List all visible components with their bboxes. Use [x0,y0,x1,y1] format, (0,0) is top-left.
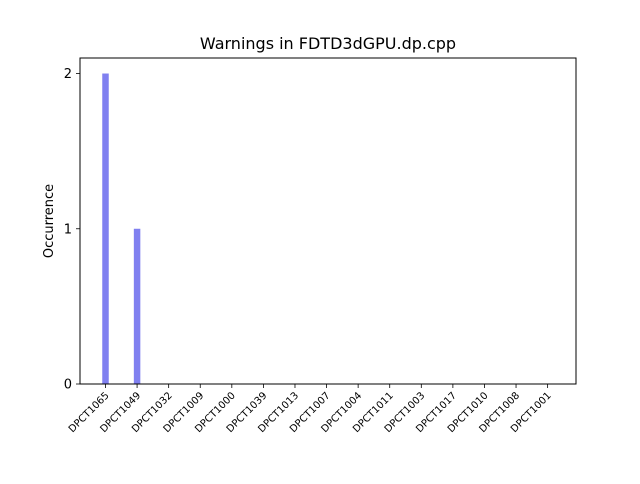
x-axis-ticks: DPCT1065DPCT1049DPCT1032DPCT1009DPCT1000… [67,384,554,435]
y-tick-label: 2 [64,67,72,82]
y-tick-label: 1 [64,222,72,237]
bar-dpct1065 [102,73,109,385]
y-axis-label: Occurrence [42,184,57,258]
chart-title: Warnings in FDTD3dGPU.dp.cpp [200,34,456,53]
plot-frame [79,57,577,385]
bars [102,73,141,385]
y-axis-ticks: 0 1 2 [64,67,80,393]
bar-dpct1049 [133,228,141,384]
y-tick-label: 0 [64,378,72,393]
